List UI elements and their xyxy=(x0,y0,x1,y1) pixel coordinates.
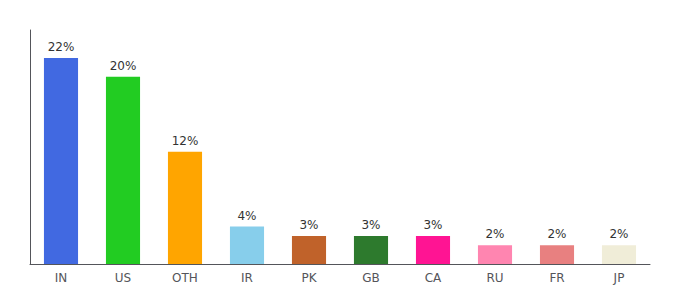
svg-text:2%: 2% xyxy=(485,227,504,241)
svg-text:IN: IN xyxy=(55,271,68,285)
svg-text:3%: 3% xyxy=(423,218,442,232)
svg-text:US: US xyxy=(115,271,131,285)
svg-text:GB: GB xyxy=(362,271,380,285)
svg-text:RU: RU xyxy=(486,271,503,285)
svg-text:FR: FR xyxy=(549,271,564,285)
svg-text:2%: 2% xyxy=(609,227,628,241)
svg-text:3%: 3% xyxy=(299,218,318,232)
svg-text:2%: 2% xyxy=(547,227,566,241)
svg-text:12%: 12% xyxy=(172,134,199,148)
svg-text:CA: CA xyxy=(425,271,442,285)
svg-text:3%: 3% xyxy=(361,218,380,232)
svg-text:PK: PK xyxy=(301,271,317,285)
svg-text:22%: 22% xyxy=(48,40,75,54)
svg-text:JP: JP xyxy=(613,271,625,285)
svg-text:20%: 20% xyxy=(110,59,137,73)
svg-text:IR: IR xyxy=(241,271,253,285)
svg-text:4%: 4% xyxy=(237,209,256,223)
svg-text:OTH: OTH xyxy=(172,271,198,285)
